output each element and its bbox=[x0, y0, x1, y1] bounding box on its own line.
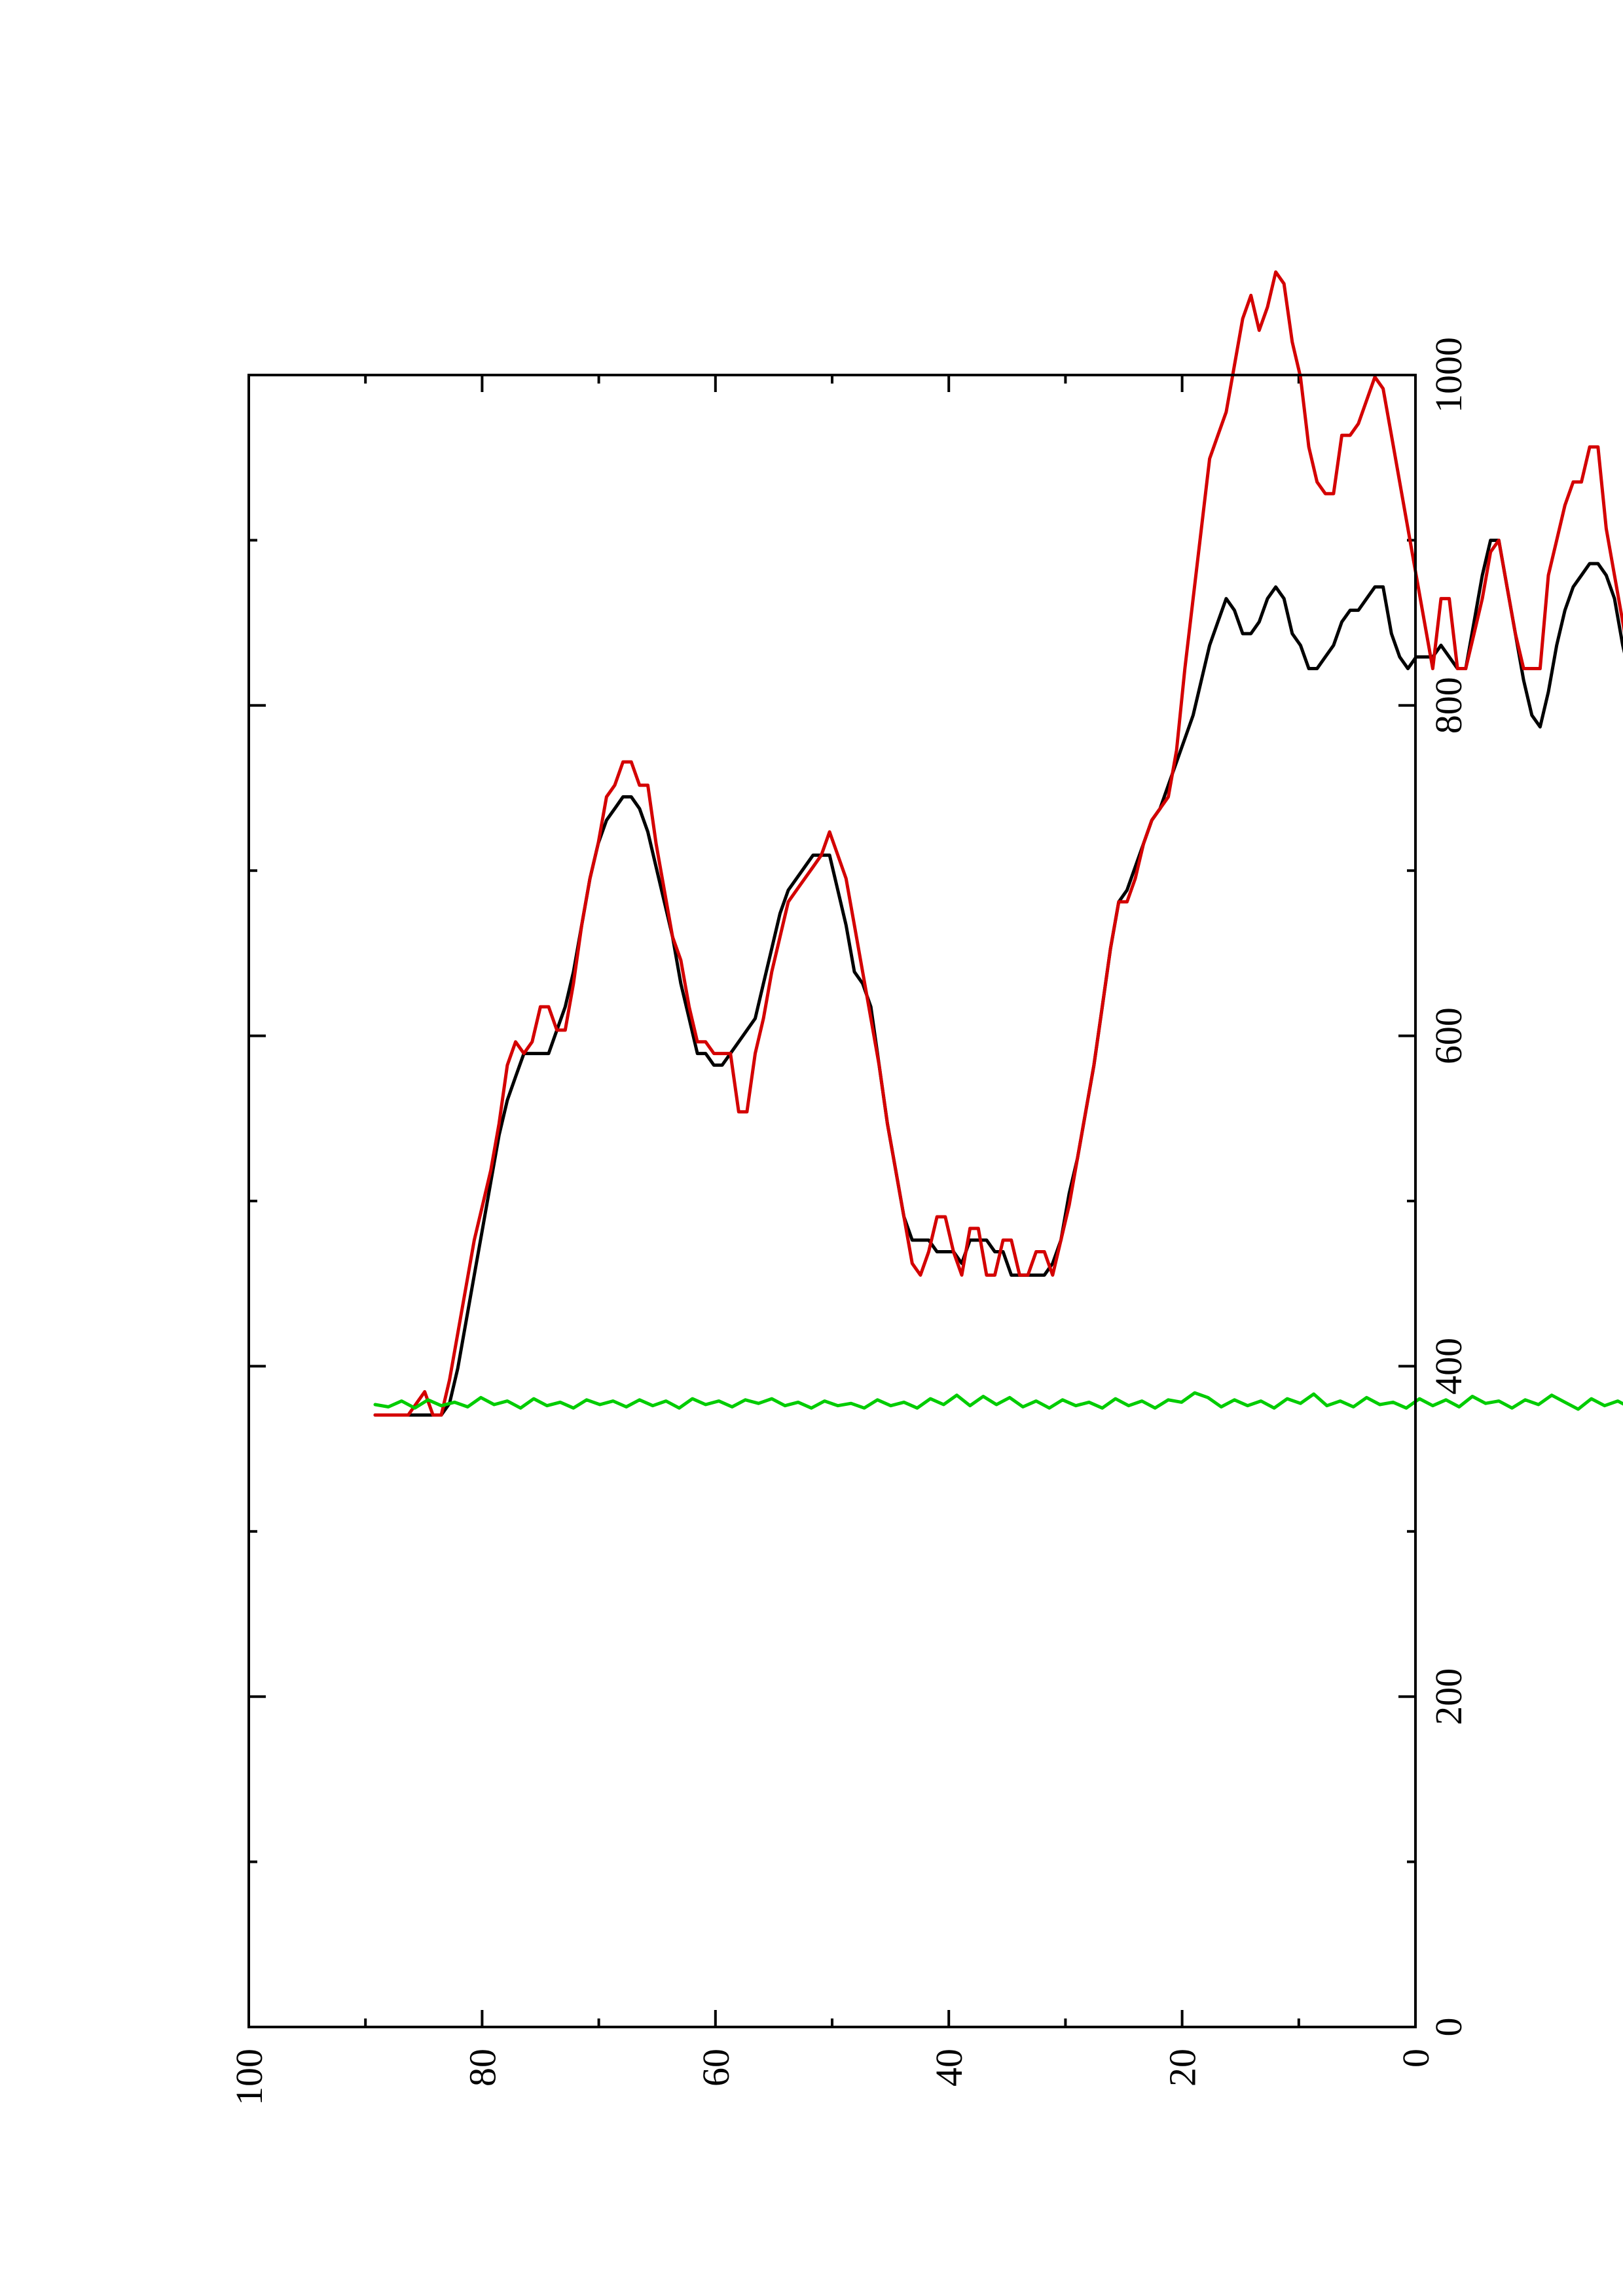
tick-labels: 0 200 400 600 800 1000 0 20 40 60 80 100 bbox=[228, 337, 1470, 2106]
x-tick-label: 0 bbox=[1427, 2018, 1470, 2037]
y-tick-label: 0 bbox=[1395, 2049, 1437, 2068]
plot-frame bbox=[247, 374, 1417, 2028]
series-line-3 bbox=[373, 1391, 1623, 1411]
x-tick-label: 200 bbox=[1427, 1668, 1470, 1725]
y-tick-label: 20 bbox=[1161, 2049, 1204, 2087]
y-tick-label: 80 bbox=[461, 2049, 503, 2087]
y-tick-label: 100 bbox=[228, 2049, 270, 2106]
x-tick-label: 1000 bbox=[1427, 337, 1470, 413]
series-line-1 bbox=[373, 539, 1623, 1417]
x-tick-label: 600 bbox=[1427, 1007, 1470, 1064]
x-tick-label: 400 bbox=[1427, 1338, 1470, 1395]
y-tick-label: 40 bbox=[928, 2049, 970, 2087]
y-tick-label: 60 bbox=[695, 2049, 737, 2087]
series-group bbox=[373, 270, 1623, 1417]
series-line-2 bbox=[373, 270, 1623, 1417]
x-tick-label: 800 bbox=[1427, 677, 1470, 734]
